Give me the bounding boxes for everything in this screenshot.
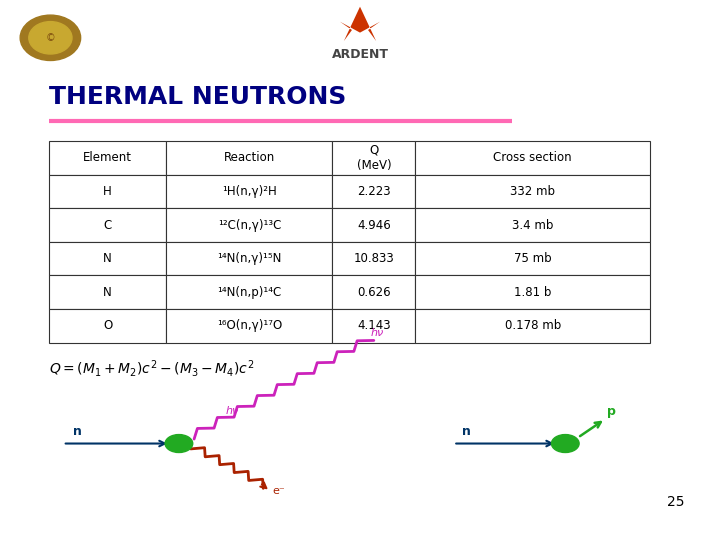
Text: 0.626: 0.626 [357,286,391,299]
Bar [333,208,415,242]
Text: THERMAL NEUTRONS: THERMAL NEUTRONS [49,85,346,109]
Text: 332 mb: 332 mb [510,185,555,198]
Bar [415,174,650,208]
Bar [49,275,166,309]
Bar [333,275,415,309]
Circle shape [29,22,72,54]
Text: ©: © [45,33,55,43]
Bar [333,141,415,174]
Bar [49,242,166,275]
Text: INFN: INFN [636,26,681,44]
Bar [49,309,166,343]
Text: Element: Element [84,151,132,164]
Bar [415,141,650,174]
Text: ¹H(n,γ)²H: ¹H(n,γ)²H [222,185,276,198]
Text: C: C [104,219,112,232]
Text: Q
(MeV): Q (MeV) [356,144,391,172]
Text: H: H [104,185,112,198]
Text: 10.833: 10.833 [354,252,394,265]
Bar [333,174,415,208]
Bar [49,141,166,174]
Circle shape [20,15,81,60]
Text: N: N [104,286,112,299]
Text: e⁻: e⁻ [272,486,285,496]
Text: ¹²C(n,γ)¹³C: ¹²C(n,γ)¹³C [217,219,281,232]
Bar [415,208,650,242]
Text: 0.178 mb: 0.178 mb [505,319,561,333]
Text: 2.223: 2.223 [357,185,391,198]
Text: 25: 25 [667,495,685,509]
Bar [333,309,415,343]
Text: n: n [73,424,82,437]
Text: p: p [608,406,616,419]
Bar [166,141,333,174]
Text: 4.946: 4.946 [357,219,391,232]
Text: Reaction: Reaction [224,151,275,164]
Bar [166,275,333,309]
Bar [415,242,650,275]
Text: Cross section: Cross section [493,151,572,164]
Bar [49,174,166,208]
Text: ¹⁴N(n,γ)¹⁵N: ¹⁴N(n,γ)¹⁵N [217,252,282,265]
Text: N: N [104,252,112,265]
Text: n: n [462,424,471,437]
Bar [415,309,650,343]
Text: ARDENT: ARDENT [331,48,389,60]
Text: hν: hν [370,328,384,338]
Text: O: O [103,319,112,333]
Text: 1.81 b: 1.81 b [514,286,552,299]
Circle shape [165,435,193,453]
Bar [333,242,415,275]
Bar [415,275,650,309]
Text: hν: hν [225,407,238,416]
Text: 4.143: 4.143 [357,319,391,333]
Bar [166,242,333,275]
Text: ¹⁴N(n,p)¹⁴C: ¹⁴N(n,p)¹⁴C [217,286,282,299]
Bar [166,309,333,343]
Circle shape [552,435,579,453]
Text: 3.4 mb: 3.4 mb [512,219,554,232]
Bar [166,208,333,242]
Polygon shape [340,6,380,41]
Bar [49,208,166,242]
Text: ¹⁶O(n,γ)¹⁷O: ¹⁶O(n,γ)¹⁷O [217,319,282,333]
Text: 75 mb: 75 mb [514,252,552,265]
Text: $Q = (M_1 + M_2)c^2 - (M_3 - M_4)c^2$: $Q = (M_1 + M_2)c^2 - (M_3 - M_4)c^2$ [49,359,254,380]
Bar [166,174,333,208]
